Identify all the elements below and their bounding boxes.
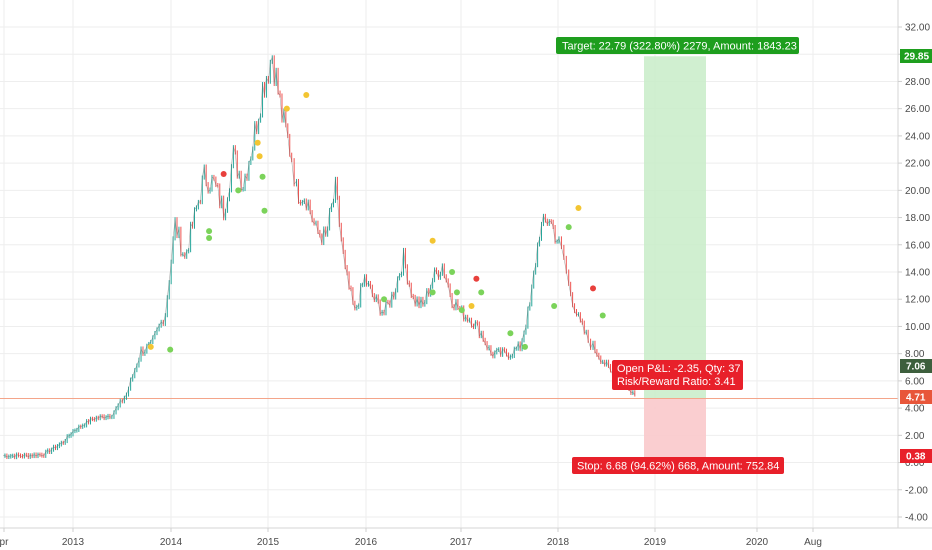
stop-label-text: Stop: 6.68 (94.62%) 668, Amount: 752.84 — [577, 461, 779, 473]
y-tick-label: 24.00 — [905, 131, 930, 142]
y-tick-label: 12.00 — [905, 295, 930, 306]
risk-reward-text: Risk/Reward Ratio: 3.41 — [617, 376, 736, 388]
signal-marker-dot — [206, 228, 213, 235]
pnl-label-bg — [612, 360, 743, 390]
x-tick-label: 2016 — [355, 537, 378, 548]
signal-marker-dot — [303, 92, 310, 99]
y-tick-label: 14.00 — [905, 267, 930, 278]
y-tick-label: 18.00 — [905, 213, 930, 224]
y-tick-label: 6.00 — [905, 376, 925, 387]
target-price-text: 29.85 — [904, 52, 929, 63]
y-tick-label: 32.00 — [905, 23, 930, 34]
stop-zone — [644, 398, 706, 458]
open-pnl-text: Open P&L: -2.35, Qty: 37 — [617, 363, 741, 375]
last-price-text: 7.06 — [906, 362, 926, 373]
pnl-label[interactable]: Open P&L: -2.35, Qty: 37 Risk/Reward Rat… — [612, 360, 743, 390]
signal-marker-dot — [254, 139, 261, 146]
y-tick-label: 0.00 — [905, 458, 925, 469]
x-tick-label: 2015 — [257, 537, 280, 548]
x-tick-label: Aug — [804, 537, 822, 548]
target-label-bg — [556, 37, 799, 54]
y-tick-label: 8.00 — [905, 349, 925, 360]
signal-marker-dot — [590, 285, 597, 292]
target-label-text: Target: 22.79 (322.80%) 2279, Amount: 18… — [562, 41, 797, 53]
y-tick-label: 4.00 — [905, 404, 925, 415]
y-tick-label: 16.00 — [905, 240, 930, 251]
x-tick-label: 2019 — [644, 537, 667, 548]
price-series — [2, 55, 636, 460]
position-zones — [644, 56, 706, 458]
price-line — [2, 57, 636, 458]
x-axis-ticks: pr 2013 2014 2015 2016 2017 2018 2019 2020 Aug — [0, 528, 822, 548]
signal-marker-dot — [599, 312, 606, 319]
signal-marker-dot — [261, 207, 268, 214]
signal-marker-dot — [283, 105, 290, 112]
stop-label[interactable]: Stop: 6.68 (94.62%) 668, Amount: 752.84 — [572, 457, 784, 474]
signal-marker-dot — [167, 346, 174, 353]
signal-marker-dot — [468, 303, 475, 310]
signal-marker-dot — [256, 153, 263, 160]
y-tick-label: 28.00 — [905, 77, 930, 88]
signal-marker-dot — [575, 205, 582, 212]
y-tick-label: -4.00 — [905, 512, 928, 523]
signal-marker-dot — [458, 307, 465, 314]
x-tick-label: 2017 — [450, 537, 473, 548]
signal-marker-dot — [206, 234, 213, 241]
signal-marker-dot — [235, 187, 242, 194]
x-tick-label: 2020 — [746, 537, 769, 548]
signal-marker-dot — [521, 343, 528, 350]
y-tick-label: 22.00 — [905, 159, 930, 170]
stop-price-badge: 0.38 — [900, 449, 932, 463]
y-tick-label: 20.00 — [905, 186, 930, 197]
hline-price-text: 4.71 — [906, 393, 926, 404]
y-tick-label: -2.00 — [905, 485, 928, 496]
y-tick-label: 2.00 — [905, 431, 925, 442]
y-tick-label: 26.00 — [905, 104, 930, 115]
signal-marker-dot — [147, 343, 154, 350]
y-tick-label: 10.00 — [905, 322, 930, 333]
stop-label-bg — [572, 457, 784, 474]
signal-marker-dot — [259, 173, 266, 180]
target-price-badge: 29.85 — [900, 49, 932, 63]
target-label[interactable]: Target: 22.79 (322.80%) 2279, Amount: 18… — [556, 37, 799, 54]
signal-marker-dot — [449, 268, 456, 275]
signal-marker-dot — [478, 289, 485, 296]
last-price-badge: 7.06 — [900, 359, 932, 373]
x-tick-label: pr — [0, 537, 9, 548]
signal-marker-dot — [220, 170, 227, 177]
signal-marker-dot — [507, 330, 514, 337]
x-tick-label: 2014 — [160, 537, 183, 548]
x-tick-label: 2018 — [547, 537, 570, 548]
chart-grid — [0, 0, 898, 528]
signal-marker-dot — [473, 275, 480, 282]
signal-marker-dot — [565, 224, 572, 231]
target-zone — [644, 56, 706, 399]
hline-price-badge: 4.71 — [900, 390, 932, 404]
y-axis-ticks: 32.0030.0028.0026.0024.0022.0020.0018.00… — [898, 23, 930, 523]
signal-marker-dot — [429, 237, 436, 244]
stop-price-text: 0.38 — [906, 452, 926, 463]
signal-marker-dot — [429, 289, 436, 296]
signal-marker-dot — [453, 289, 460, 296]
signal-marker-dot — [551, 303, 558, 310]
x-tick-label: 2013 — [62, 537, 85, 548]
signal-marker-dot — [381, 296, 388, 303]
